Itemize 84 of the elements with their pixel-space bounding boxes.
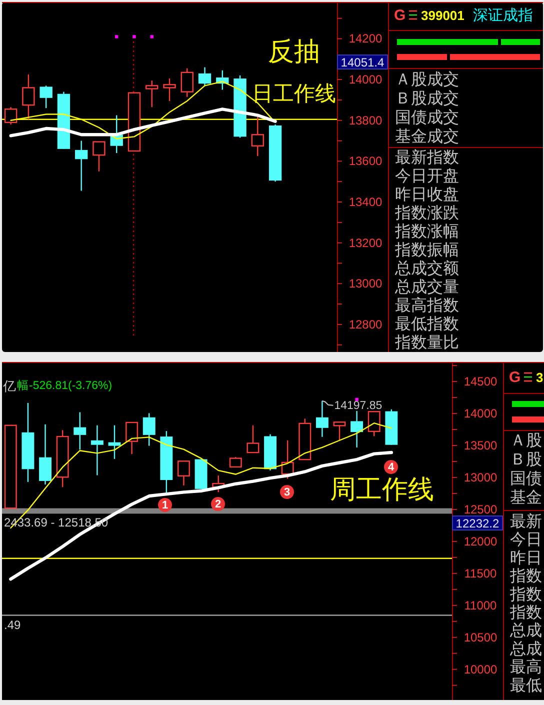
annotation: 4: [388, 462, 395, 474]
candlestick: [146, 80, 158, 108]
text: 指数: [509, 567, 542, 586]
text: 总成: [509, 622, 542, 640]
candlestick: [368, 411, 380, 437]
y-tick-label: 11500: [464, 566, 498, 580]
annotation: .49: [4, 618, 22, 632]
text: 指数涨跌: [394, 204, 459, 222]
annotation: 3: [284, 486, 290, 498]
candlestick: [108, 424, 121, 460]
candlestick: [126, 422, 138, 455]
candlestick: [90, 424, 104, 476]
annotation: 反抽: [268, 36, 320, 66]
y-tick-label: 13800: [348, 113, 383, 128]
y-tick-label: 12500: [464, 502, 498, 516]
y-tick-label: 13500: [464, 438, 498, 452]
candlestick: [350, 410, 364, 448]
candlestick: [40, 85, 52, 109]
y-tick-label: 10500: [464, 630, 498, 644]
text: 总成交量: [394, 278, 459, 296]
candlestick: [251, 116, 264, 157]
text: 昨日收盘: [395, 186, 459, 204]
text: Ａ股: [510, 432, 542, 450]
candlestick: [142, 412, 156, 446]
text: 指数振幅: [394, 241, 459, 259]
y-tick-label: 12800: [348, 317, 383, 332]
y-tick-label: 10000: [464, 662, 498, 676]
text: 今日: [510, 532, 542, 549]
text: 最高: [510, 658, 542, 676]
text: 国债: [510, 470, 542, 488]
y-tick-label: 14000: [464, 406, 498, 421]
candlestick: [246, 424, 260, 454]
candlestick: [74, 140, 88, 192]
y-tick-label: 13400: [348, 195, 383, 209]
y-tick-label: 14000: [348, 72, 383, 87]
text: 国债成交: [395, 108, 459, 126]
candlestick: [316, 400, 328, 438]
y-tick-label: 11000: [464, 598, 498, 612]
text: 总成交额: [394, 260, 459, 278]
annotation: 2: [214, 498, 222, 510]
text: 今日开盘: [395, 168, 459, 185]
candlestick: [163, 78, 176, 102]
text: 最低: [510, 677, 542, 694]
text: 指数: [509, 585, 542, 604]
y-tick-label: 14200: [348, 32, 383, 46]
y-tick-label: 13200: [348, 236, 383, 250]
text: Ｂ股: [510, 452, 542, 468]
text: 最新: [510, 512, 542, 530]
candlestick: [39, 424, 52, 486]
text: 指数: [509, 604, 542, 622]
text: 指数涨幅: [394, 222, 459, 240]
annotation: 1: [162, 500, 168, 512]
y-tick-label: 14500: [464, 374, 498, 389]
text: 最高指数: [395, 296, 459, 314]
text: Ｂ股成交: [395, 90, 459, 108]
candlestick: [178, 460, 190, 486]
text: 14051.4: [340, 56, 385, 70]
annotation: 亿: [2, 378, 16, 394]
candlestick: [22, 74, 35, 120]
text: 基金成交: [395, 128, 459, 146]
y-tick-label: 13000: [348, 276, 383, 291]
y-tick-label: 13000: [464, 470, 498, 484]
text: G 3: [509, 369, 544, 386]
text: 最低指数: [395, 315, 459, 333]
y-tick-label: 13600: [348, 154, 383, 168]
annotation: 幅-526.81(-3.76%): [17, 379, 112, 392]
candlestick: [198, 66, 212, 86]
candlestick: [74, 412, 86, 450]
annotation: 14197.85: [334, 400, 382, 412]
candlestick: [333, 422, 346, 441]
text: 总成: [509, 640, 542, 658]
candlestick: [180, 68, 194, 98]
text: 指数量比: [394, 334, 459, 352]
y-tick-label: 12000: [464, 534, 498, 548]
annotation: 日工作线: [252, 82, 336, 106]
text: 昨日: [510, 550, 542, 567]
text: 基金: [510, 488, 542, 506]
candlestick: [229, 456, 242, 468]
text: 最新指数: [395, 148, 459, 166]
text: 12232.2: [456, 516, 500, 530]
text: G 399001 深证成指: [394, 7, 533, 24]
candlestick: [92, 141, 106, 172]
text: Ａ股成交: [395, 70, 459, 88]
annotation: 周工作线: [330, 474, 434, 504]
